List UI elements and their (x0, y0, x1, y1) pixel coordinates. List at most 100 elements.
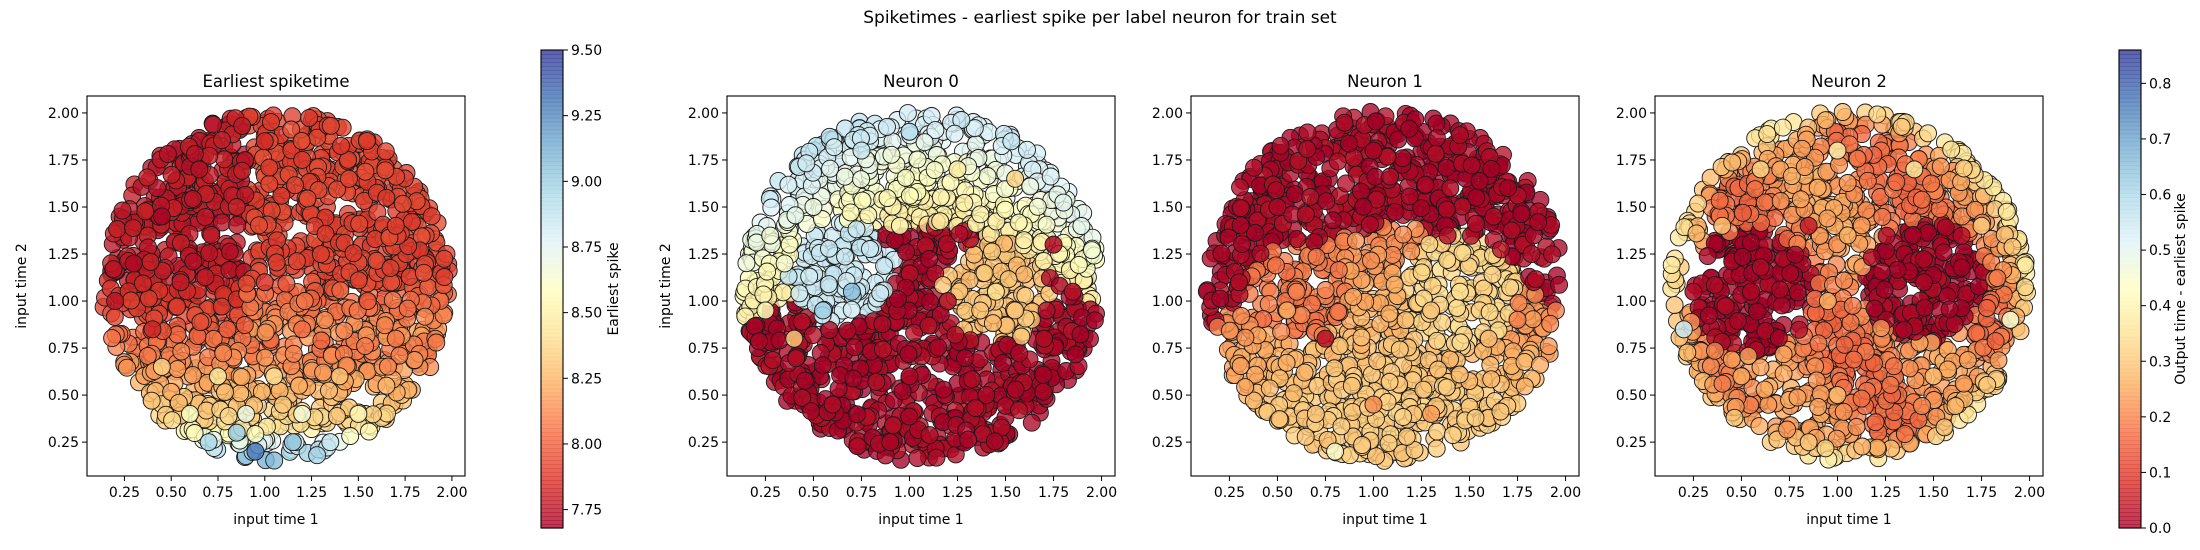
y-tick-label: 1.25 (688, 247, 719, 263)
spike-point (754, 285, 773, 304)
data-point (190, 160, 209, 179)
spike-point (1541, 314, 1560, 333)
colorbar-segment (541, 380, 563, 386)
colorbar-segment (541, 488, 563, 493)
spike-point (1034, 252, 1053, 271)
spike-point (1324, 211, 1342, 230)
x-tick-label: 0.75 (1310, 485, 1341, 501)
y-tick-label: 1.25 (48, 247, 79, 263)
spike-point (390, 346, 409, 365)
colorbar-segment (541, 296, 563, 302)
spike-point (959, 430, 978, 449)
x-tick-label: 1.50 (1454, 485, 1485, 501)
spike-point (163, 411, 182, 430)
data-point (785, 329, 804, 348)
spike-point (1515, 352, 1534, 371)
spike-point (825, 138, 844, 157)
spike-point (1427, 439, 1446, 458)
panel-title: Earliest spiketime (202, 72, 349, 91)
data-point (311, 245, 330, 263)
x-tick-label: 1.50 (990, 485, 1021, 501)
x-tick-label: 2.00 (1550, 485, 1581, 501)
spike-point (286, 176, 304, 195)
spike-point (183, 189, 202, 208)
spike-point (882, 145, 901, 164)
colorbar-segment (541, 468, 563, 473)
spike-point (108, 220, 127, 239)
x-tick-label: 0.25 (750, 485, 781, 501)
spike-point (168, 360, 187, 379)
spike-point (252, 382, 271, 401)
spike-point (966, 399, 985, 417)
spike-point (169, 393, 188, 412)
spike-point (1316, 281, 1335, 299)
spike-point (381, 259, 400, 278)
colorbar-segment (541, 432, 563, 437)
spike-point (1380, 304, 1399, 323)
panel-title: Neuron 0 (883, 72, 959, 91)
data-point (852, 141, 871, 160)
data-point (227, 198, 246, 216)
spike-point (298, 189, 317, 208)
y-tick-label: 0.50 (48, 388, 79, 404)
spike-point (1522, 245, 1541, 263)
data-point (986, 282, 1005, 301)
colorbar-segment (541, 508, 563, 513)
x-axis-label: input time 1 (233, 512, 318, 528)
spike-point (1427, 129, 1446, 147)
spike-point (1380, 372, 1399, 391)
spike-point (779, 175, 798, 194)
spike-point (1296, 427, 1315, 446)
colorbar-segment (541, 109, 563, 115)
spike-point (920, 250, 939, 268)
data-point (1441, 179, 1460, 198)
spike-point (1484, 207, 1503, 226)
spike-point (335, 321, 354, 340)
spike-point (1266, 256, 1285, 275)
colorbar-segment (541, 480, 563, 485)
figure-suptitle: Spiketimes - earliest spike per label ne… (863, 8, 1337, 28)
spike-point (1236, 328, 1255, 347)
colorbar-segment (541, 520, 563, 525)
spike-cloud (1662, 103, 2036, 469)
data-point (1422, 301, 1441, 320)
spike-point (908, 449, 927, 467)
spike-point (1015, 231, 1034, 250)
spike-point (1531, 355, 1549, 374)
colorbar-segment (541, 89, 563, 95)
data-point (881, 433, 900, 452)
spike-point (1307, 247, 1326, 266)
colorbar-segment (541, 376, 563, 382)
spike-point (792, 312, 811, 331)
spike-point (237, 274, 256, 293)
spike-point (1021, 177, 1040, 196)
spike-point (376, 142, 395, 161)
data-point (775, 254, 794, 273)
colorbar-tick-label: 9.00 (571, 174, 602, 190)
spike-point (1543, 245, 1561, 264)
spike-point (861, 240, 879, 258)
data-point (414, 263, 433, 282)
spike-point (1246, 365, 1265, 384)
colorbar-segment (541, 285, 563, 290)
spike-point (320, 381, 338, 400)
spike-point (1352, 328, 1371, 347)
spike-point (168, 325, 187, 344)
y-tick-label: 0.75 (48, 341, 79, 357)
spike-point (1367, 447, 1385, 466)
colorbar-earliest-spike: 7.758.008.258.508.759.009.259.50 Earlies… (540, 43, 622, 529)
spike-point (196, 208, 215, 227)
spike-point (105, 307, 124, 326)
panel-title: Neuron 1 (1347, 72, 1423, 91)
data-point (1034, 329, 1053, 348)
spike-point (1482, 159, 1501, 178)
spike-point (1394, 408, 1413, 426)
colorbar-segment (541, 265, 563, 270)
spike-point (1034, 365, 1053, 384)
spike-point (1002, 132, 1021, 151)
spike-point (1362, 251, 1380, 270)
colorbar-segment (541, 101, 563, 107)
spike-point (314, 363, 333, 382)
colorbar-segment (541, 408, 563, 414)
spike-point (908, 150, 927, 169)
